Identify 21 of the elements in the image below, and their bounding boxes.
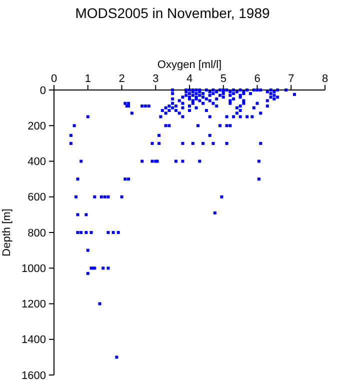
y-tick-label: 200 (28, 120, 46, 132)
y-tick-label: 1200 (22, 298, 46, 311)
y-tick-label: 1400 (22, 334, 46, 346)
y-tick-label: 800 (28, 227, 46, 240)
y-tick-label: 1000 (22, 262, 46, 275)
x-tick-label: 8 (322, 73, 328, 85)
chart-title: MODS2005 in November, 1989 (75, 5, 270, 21)
x-tick-label: 4 (186, 73, 193, 85)
x-tick-label: 5 (220, 73, 226, 85)
y-axis-title: Depth [m] (1, 208, 13, 256)
y-tick-label: 1600 (22, 370, 46, 382)
x-axis-title: Oxygen [ml/l] (157, 59, 222, 71)
x-tick-label: 2 (118, 73, 125, 85)
y-tick-label: 0 (40, 84, 46, 97)
x-tick-label: 7 (288, 73, 294, 85)
y-tick-label: 400 (28, 156, 46, 168)
x-tick-label: 1 (84, 73, 91, 85)
y-tick-label: 600 (28, 192, 46, 204)
x-tick-label: 3 (152, 73, 159, 85)
x-tick-label: 0 (50, 73, 58, 85)
x-tick-label: 6 (254, 73, 260, 85)
